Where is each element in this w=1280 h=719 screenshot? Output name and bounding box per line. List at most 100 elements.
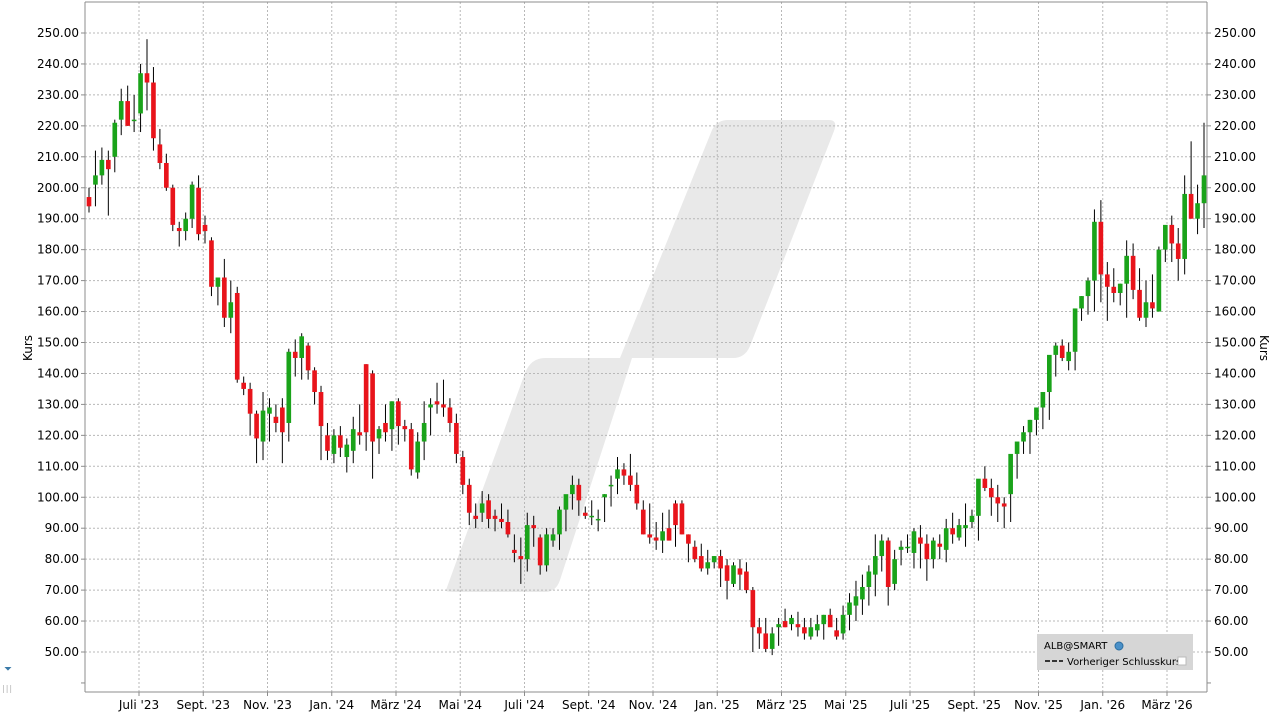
legend-checkbox[interactable] [1177, 656, 1187, 666]
y-tick-label-right: 190.00 [1214, 212, 1256, 226]
candle-body-up [892, 559, 897, 584]
candle-body-down [222, 277, 227, 318]
candle-body-down [280, 407, 285, 433]
candle-body-down [273, 416, 279, 423]
candle-body-up [1117, 283, 1123, 293]
candle-body-up [189, 184, 195, 219]
candle-body-up [711, 556, 717, 563]
candle-body-down [1169, 224, 1175, 244]
candle-body-down [151, 82, 156, 139]
candle-body-up [602, 494, 607, 498]
legend-previous-close: Vorheriger Schlusskurs [1067, 657, 1181, 668]
candle-body-down [653, 537, 659, 541]
candle-body-down [106, 159, 111, 170]
x-tick-label: Juli '24 [503, 698, 544, 712]
x-tick-label: Jan. '24 [308, 698, 354, 712]
candle-body-down [795, 624, 801, 628]
y-axis-title-left: Kurs [21, 335, 35, 361]
y-axis-left: 250.00 240.00 230.00 220.00 210.00 200.00 190.… [37, 26, 85, 684]
grid-lines [85, 2, 1207, 692]
y-tick-label-left: 200.00 [37, 181, 79, 195]
y-tick-label-left: 210.00 [37, 150, 79, 164]
candle-body-up [1072, 308, 1078, 352]
candle-body-up [1021, 432, 1026, 442]
candles [86, 39, 1207, 656]
candle-body-up [943, 528, 949, 550]
settings-icon[interactable]: ⏷ [4, 664, 12, 675]
y-tick-label-left: 180.00 [37, 243, 79, 257]
candle-body-up [595, 518, 601, 521]
candle-body-down [447, 407, 453, 423]
candle-body-down [750, 590, 756, 628]
legend: ALB@SMART Vorheriger Schlusskurs [1037, 634, 1193, 670]
candle-body-up [976, 478, 981, 516]
candle-body-down [318, 392, 324, 427]
y-tick-label-left: 220.00 [37, 119, 79, 133]
legend-box [1037, 634, 1193, 670]
candle-body-up [131, 119, 137, 122]
y-tick-label-right: 150.00 [1214, 336, 1256, 350]
x-tick-label: Sept. '24 [562, 698, 616, 712]
candle-body-up [1053, 345, 1059, 355]
candle-body-down [492, 515, 498, 519]
candle-body-down [396, 401, 401, 427]
candle-body-down [518, 556, 524, 560]
y-tick-label-left: 120.00 [37, 428, 79, 442]
candle-body-down [202, 224, 208, 232]
candle-body-up [1085, 280, 1091, 297]
candle-body-down [924, 543, 930, 560]
candle-body-down [86, 197, 92, 207]
x-tick-label: Jan. '26 [1079, 698, 1125, 712]
candle-body-down [666, 528, 672, 541]
candle-body-down [756, 627, 762, 634]
candle-body-up [99, 159, 105, 176]
candle-body-up [956, 525, 962, 538]
candle-body-down [634, 484, 640, 504]
y-tick-label-right: 160.00 [1214, 305, 1256, 319]
candle-body-up [905, 546, 910, 549]
x-tick-label: Nov. '23 [243, 698, 292, 712]
candle-body-up [299, 336, 305, 358]
y-tick-label-right: 110.00 [1214, 459, 1256, 473]
x-tick-label: März '24 [370, 698, 421, 712]
candle-body-down [937, 543, 943, 547]
candle-body-down [802, 627, 807, 634]
y-tick-label-left: 240.00 [37, 57, 79, 71]
candle-body-up [118, 101, 124, 120]
candle-body-down [209, 240, 214, 287]
candle-body-down [383, 422, 388, 433]
y-tick-label-right: 50.00 [1214, 645, 1248, 659]
candle-body-down [686, 534, 691, 544]
candle-body-up [1143, 302, 1149, 318]
candle-body-up [1027, 419, 1033, 433]
candle-body-down [325, 435, 330, 451]
globe-icon[interactable] [1114, 641, 1124, 651]
candle-body-down [647, 534, 653, 538]
x-tick-label: Nov. '25 [1014, 698, 1063, 712]
candle-body-up [821, 614, 827, 625]
x-tick-label: März '25 [756, 698, 807, 712]
candle-body-up [421, 422, 427, 442]
candle-body-down [408, 429, 414, 470]
candle-body-up [1163, 224, 1168, 250]
y-tick-label-left: 250.00 [37, 26, 79, 40]
drag-handle-icon[interactable]: ||| [2, 684, 14, 693]
y-tick-label-right: 120.00 [1214, 428, 1256, 442]
candle-body-up [557, 509, 562, 535]
candle-body-up [963, 525, 968, 529]
candle-body-down [1130, 255, 1136, 290]
y-tick-label-right: 200.00 [1214, 181, 1256, 195]
y-tick-label-left: 130.00 [37, 397, 79, 411]
candle-body-down [1111, 286, 1117, 293]
candle-body-down [241, 382, 247, 389]
candle-body-up [1014, 441, 1020, 454]
x-tick-label: Sept. '23 [176, 698, 230, 712]
y-tick-label-left: 170.00 [37, 274, 79, 288]
candle-body-up [331, 435, 337, 454]
candle-body-up [879, 540, 885, 557]
candle-body-down [370, 373, 375, 442]
y-tick-label-right: 140.00 [1214, 366, 1256, 380]
y-tick-label-right: 240.00 [1214, 57, 1256, 71]
y-tick-label-right: 230.00 [1214, 88, 1256, 102]
